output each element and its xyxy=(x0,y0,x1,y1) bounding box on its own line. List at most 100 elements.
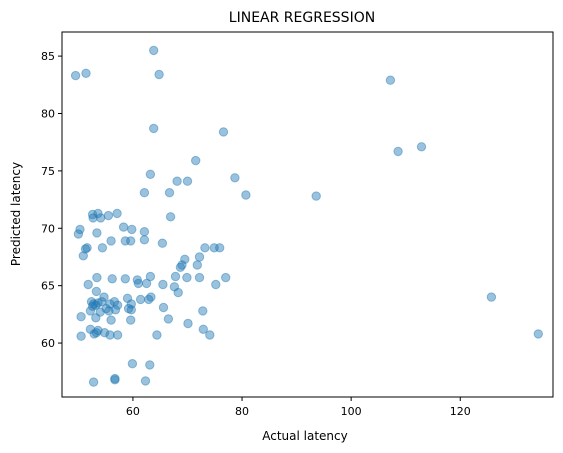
y-tick-label-60: 60 xyxy=(41,337,55,350)
data-point-28 xyxy=(127,224,137,235)
x-axis-ticks: 60 80 100 120 xyxy=(126,397,471,418)
data-point-3 xyxy=(149,45,159,56)
data-point-94 xyxy=(163,314,174,324)
data-point-83 xyxy=(123,303,134,314)
data-point-81 xyxy=(101,303,111,314)
data-point-103 xyxy=(112,330,123,340)
data-point-95 xyxy=(183,318,193,329)
data-point-66 xyxy=(99,292,109,302)
y-tick-label-75: 75 xyxy=(41,165,55,178)
data-point-90 xyxy=(76,312,86,322)
data-point-108 xyxy=(533,329,543,339)
y-axis-ticks: 60 65 70 75 80 85 xyxy=(41,50,62,350)
data-point-22 xyxy=(96,213,106,223)
data-point-39 xyxy=(97,243,108,253)
data-point-7 xyxy=(218,127,229,137)
data-point-19 xyxy=(112,208,122,219)
data-point-51 xyxy=(120,274,131,284)
data-point-8 xyxy=(393,146,403,157)
data-point-11 xyxy=(145,169,156,180)
data-point-96 xyxy=(85,324,96,334)
data-point-64 xyxy=(211,279,221,290)
data-point-56 xyxy=(194,272,205,283)
data-point-17 xyxy=(241,190,251,200)
data-point-101 xyxy=(99,328,110,338)
data-point-1 xyxy=(70,70,81,81)
data-point-68 xyxy=(135,294,146,305)
data-point-21 xyxy=(93,208,103,219)
data-point-10 xyxy=(191,155,201,166)
data-point-93 xyxy=(126,315,136,325)
data-point-20 xyxy=(87,209,98,220)
data-point-4 xyxy=(154,69,164,80)
data-point-70 xyxy=(146,292,156,302)
data-point-32 xyxy=(106,236,116,246)
data-point-77 xyxy=(112,300,123,310)
data-point-5 xyxy=(385,75,396,85)
data-point-73 xyxy=(93,298,103,308)
data-point-75 xyxy=(105,299,115,309)
data-point-78 xyxy=(126,299,137,309)
data-point-105 xyxy=(198,324,209,334)
data-point-40 xyxy=(200,243,210,253)
data-point-99 xyxy=(76,331,86,341)
data-point-52 xyxy=(132,275,143,285)
data-point-15 xyxy=(139,188,150,198)
data-point-69 xyxy=(144,294,154,305)
data-point-37 xyxy=(82,243,92,253)
data-point-114 xyxy=(140,376,151,386)
data-point-112 xyxy=(110,375,120,385)
data-point-31 xyxy=(139,227,150,237)
data-point-50 xyxy=(107,274,117,284)
plot-frame xyxy=(61,31,554,398)
chart-title: LINEAR REGRESSION xyxy=(229,10,375,26)
x-tick-label-60: 60 xyxy=(126,405,140,418)
data-point-79 xyxy=(87,301,98,311)
data-point-67 xyxy=(122,293,133,303)
x-axis-label: Actual latency xyxy=(262,429,348,443)
data-point-87 xyxy=(85,306,96,316)
data-point-43 xyxy=(78,251,89,261)
y-tick-label-85: 85 xyxy=(41,50,55,63)
data-point-53 xyxy=(145,271,156,282)
data-point-24 xyxy=(165,212,176,222)
data-point-12 xyxy=(230,173,240,183)
data-point-84 xyxy=(126,305,137,315)
data-point-76 xyxy=(109,297,120,307)
x-tick-label-100: 100 xyxy=(341,405,362,418)
data-point-16 xyxy=(164,188,175,198)
data-point-54 xyxy=(170,271,181,282)
y-tick-label-80: 80 xyxy=(41,107,55,120)
data-point-36 xyxy=(157,238,168,248)
data-point-98 xyxy=(91,328,102,338)
data-point-23 xyxy=(103,210,114,221)
data-point-113 xyxy=(88,377,99,387)
data-point-82 xyxy=(110,305,121,315)
x-tick-label-120: 120 xyxy=(450,405,471,418)
data-point-91 xyxy=(91,313,101,323)
data-point-62 xyxy=(169,282,180,292)
data-point-48 xyxy=(192,260,203,270)
data-point-41 xyxy=(209,243,219,253)
data-point-63 xyxy=(173,287,183,298)
data-point-6 xyxy=(149,123,159,134)
data-point-58 xyxy=(83,279,93,290)
y-tick-label-70: 70 xyxy=(41,222,55,235)
data-point-57 xyxy=(221,272,231,283)
data-point-65 xyxy=(91,286,102,297)
x-tick-label-80: 80 xyxy=(235,405,249,418)
data-point-47 xyxy=(175,262,186,272)
data-point-2 xyxy=(81,68,91,79)
data-point-88 xyxy=(95,307,105,317)
y-axis-label: Predicted latency xyxy=(9,162,23,266)
data-point-89 xyxy=(104,306,114,316)
data-point-104 xyxy=(152,330,162,340)
data-point-61 xyxy=(158,279,168,290)
data-point-74 xyxy=(97,297,107,307)
data-point-100 xyxy=(89,329,99,339)
data-point-26 xyxy=(118,222,129,232)
data-point-9 xyxy=(416,142,427,152)
data-point-34 xyxy=(126,236,136,246)
